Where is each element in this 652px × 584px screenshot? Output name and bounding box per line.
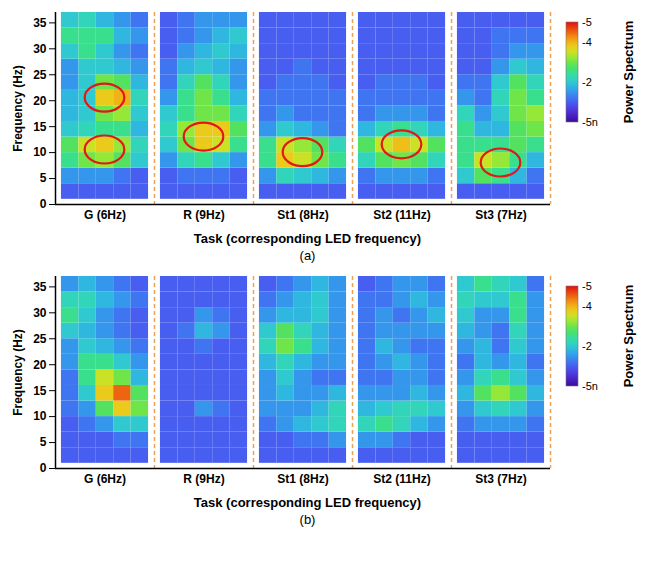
svg-text:Power Spectrum: Power Spectrum bbox=[621, 21, 636, 124]
svg-text:10: 10 bbox=[33, 145, 47, 159]
svg-text:15: 15 bbox=[33, 120, 47, 134]
svg-text:-5n: -5n bbox=[582, 116, 598, 128]
svg-text:G (6Hz): G (6Hz) bbox=[84, 472, 126, 486]
svg-text:St1 (8Hz): St1 (8Hz) bbox=[277, 208, 328, 222]
svg-text:-5: -5 bbox=[582, 280, 592, 292]
svg-text:5: 5 bbox=[40, 435, 47, 449]
svg-text:35: 35 bbox=[33, 16, 47, 30]
svg-text:0: 0 bbox=[40, 197, 47, 211]
svg-text:-4: -4 bbox=[582, 36, 592, 48]
svg-text:30: 30 bbox=[33, 42, 47, 56]
svg-text:-2: -2 bbox=[582, 340, 592, 352]
svg-text:St2 (11Hz): St2 (11Hz) bbox=[373, 208, 430, 222]
svg-text:St3 (7Hz): St3 (7Hz) bbox=[475, 472, 526, 486]
svg-text:20: 20 bbox=[33, 358, 47, 372]
svg-text:-5: -5 bbox=[582, 16, 592, 28]
svg-text:Frequency (Hz): Frequency (Hz) bbox=[11, 329, 25, 416]
svg-text:R (9Hz): R (9Hz) bbox=[183, 208, 224, 222]
svg-text:15: 15 bbox=[33, 384, 47, 398]
svg-text:-4: -4 bbox=[582, 300, 592, 312]
html-text:(a): (a) bbox=[299, 248, 316, 263]
html-text:Task (corresponding LED freque: Task (corresponding LED frequency) bbox=[193, 495, 422, 510]
svg-text:-5n: -5n bbox=[582, 380, 598, 392]
svg-text:5: 5 bbox=[40, 171, 47, 185]
svg-text:G (6Hz): G (6Hz) bbox=[84, 208, 126, 222]
svg-text:25: 25 bbox=[33, 332, 47, 346]
html-text:Task (corresponding LED freque: Task (corresponding LED frequency) bbox=[193, 231, 422, 246]
svg-text:10: 10 bbox=[33, 409, 47, 423]
svg-text:25: 25 bbox=[33, 68, 47, 82]
svg-text:R (9Hz): R (9Hz) bbox=[183, 472, 224, 486]
svg-text:St1 (8Hz): St1 (8Hz) bbox=[277, 472, 328, 486]
svg-text:0: 0 bbox=[40, 461, 47, 475]
svg-text:30: 30 bbox=[33, 306, 47, 320]
html-text:(b): (b) bbox=[299, 512, 316, 527]
svg-text:St3 (7Hz): St3 (7Hz) bbox=[475, 208, 526, 222]
svg-text:-2: -2 bbox=[582, 76, 592, 88]
svg-text:35: 35 bbox=[33, 280, 47, 294]
svg-text:Frequency (Hz): Frequency (Hz) bbox=[11, 65, 25, 152]
svg-text:20: 20 bbox=[33, 94, 47, 108]
svg-text:St2 (11Hz): St2 (11Hz) bbox=[373, 472, 430, 486]
svg-text:Power Spectrum: Power Spectrum bbox=[621, 285, 636, 388]
